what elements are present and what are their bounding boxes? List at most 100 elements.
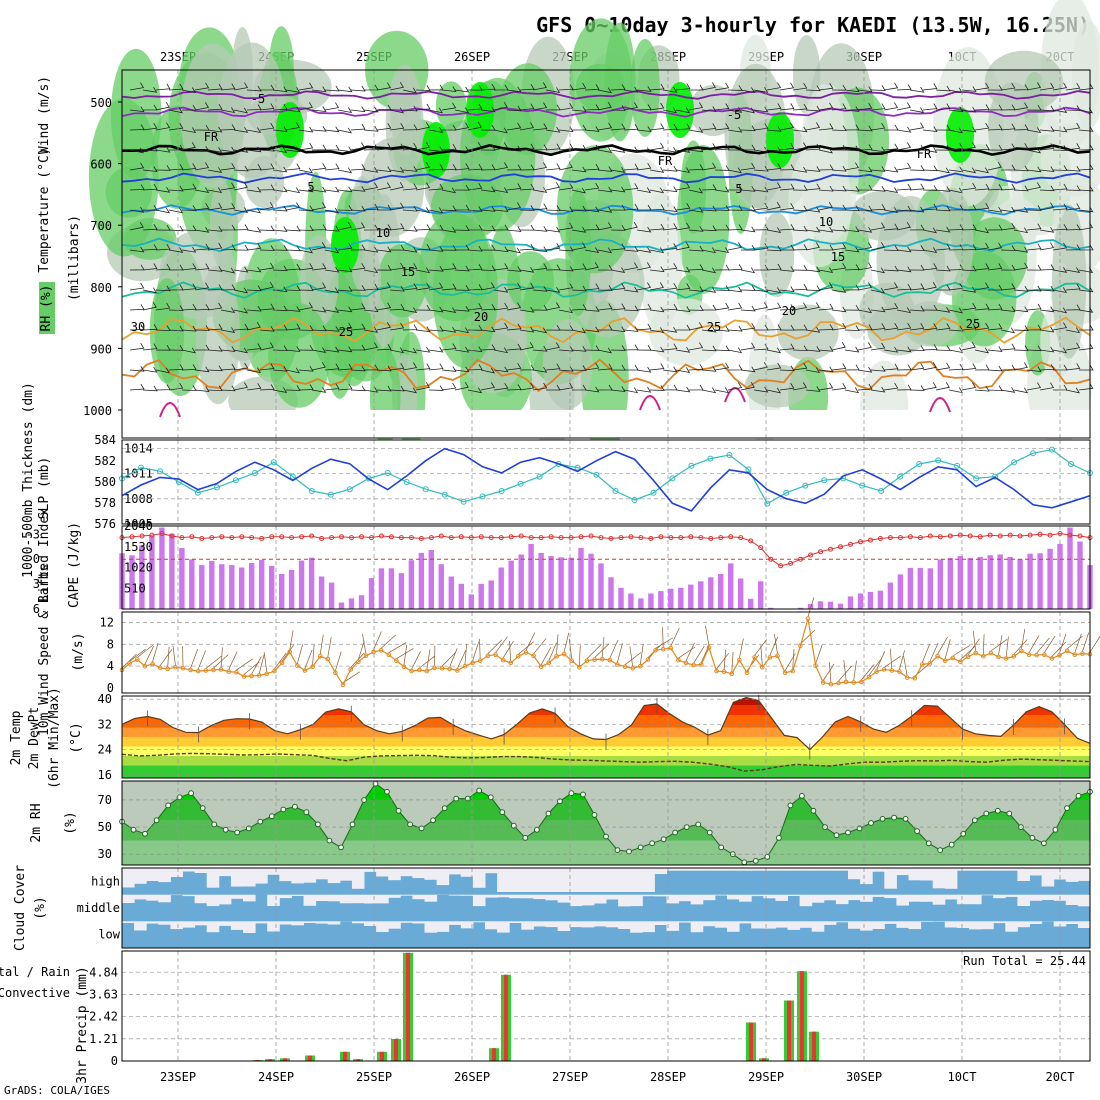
precip-conv-bar <box>343 1051 347 1061</box>
wind-barb <box>1026 205 1042 211</box>
wind-barb <box>506 363 522 371</box>
wind-barb <box>350 385 366 392</box>
wind-barb <box>376 82 392 91</box>
wind-barb <box>688 342 704 351</box>
wind10-barb <box>760 645 763 666</box>
wind-barb <box>259 184 275 191</box>
wind-barb <box>259 342 274 351</box>
rh-shade-blob <box>984 50 1064 113</box>
rh2m-point <box>994 807 1001 814</box>
wind-barb <box>142 183 158 191</box>
wind-barb <box>259 245 275 251</box>
wind10-barb <box>1074 633 1082 653</box>
li-point <box>678 535 684 541</box>
wind-barb <box>909 305 925 312</box>
cape-bar <box>947 558 953 609</box>
wind-barb <box>701 287 717 293</box>
cloud-clear-cell <box>690 894 704 905</box>
wind-speed-point <box>1003 656 1009 661</box>
wind10-barb <box>843 660 847 681</box>
wind-barb <box>519 282 535 291</box>
cloud-clear-cell <box>763 921 776 929</box>
wind-speed-point <box>691 662 697 668</box>
wind-barb <box>610 84 626 91</box>
wind-barb <box>584 362 600 371</box>
li-point <box>528 535 534 541</box>
wind-barb <box>324 346 340 353</box>
cloud-axis-label: Cloud Cover <box>13 865 28 951</box>
wind-barb <box>259 262 275 271</box>
cloud-clear-cell <box>1065 894 1079 905</box>
wind-barb <box>207 323 223 331</box>
cloud-clear-cell <box>1005 868 1018 871</box>
cloud-clear-cell <box>243 894 256 902</box>
wind-barb <box>415 382 430 391</box>
thickness-point <box>346 486 353 493</box>
wind-barb <box>636 303 652 311</box>
wind-barb <box>285 202 301 211</box>
wind-barb <box>285 87 301 93</box>
wind-barb <box>584 182 600 191</box>
wind-barb <box>948 363 964 371</box>
wind-barb <box>649 83 665 91</box>
li-point <box>868 537 873 543</box>
wind-barb <box>870 222 886 231</box>
rh2m-point <box>280 806 287 813</box>
wind-barb <box>818 164 834 171</box>
wind10-barb <box>952 645 970 657</box>
rh2m-point <box>672 829 678 836</box>
wind-barb <box>805 326 821 333</box>
wind-barb <box>220 267 236 274</box>
cloud-clear-cell <box>460 894 474 896</box>
upper-panel-below-surface <box>122 410 1090 438</box>
wind-barb <box>675 283 691 291</box>
wind-barb <box>506 343 522 351</box>
wind-barb <box>922 323 938 331</box>
wind-speed-point <box>660 646 666 652</box>
wind-barb <box>480 344 496 351</box>
wind-barb <box>727 264 743 271</box>
wind-barb <box>480 265 496 272</box>
thickness-point <box>935 457 942 464</box>
wind-barb <box>324 85 340 92</box>
cape-bar <box>578 548 584 609</box>
wind-barb <box>675 222 691 231</box>
wind-barb <box>961 126 977 133</box>
wind-barb <box>350 106 366 113</box>
wind10-barb <box>629 646 634 667</box>
li-point <box>269 534 275 540</box>
wind-speed-point <box>874 669 879 674</box>
wind-barb <box>792 382 807 391</box>
li-point <box>638 535 644 541</box>
wind-barb <box>506 282 522 291</box>
thickness-point <box>422 486 429 493</box>
cape-bar <box>259 559 265 609</box>
wind-barb <box>272 126 288 132</box>
li-axis-label: Lifted Index <box>37 508 52 602</box>
wind-barb <box>805 242 820 251</box>
wind-barb <box>337 286 353 292</box>
wind-barb <box>870 287 886 294</box>
wind-barb <box>142 122 158 131</box>
wind-barb <box>675 386 691 393</box>
rh2m-point <box>199 805 206 811</box>
rh2m-point <box>948 841 955 848</box>
pressure-tick: 700 <box>90 219 112 233</box>
wind-barb <box>454 107 470 114</box>
wind-barb <box>974 303 990 311</box>
wind-barb <box>428 127 444 133</box>
cloud-clear-cell <box>206 894 220 907</box>
cape-bar <box>718 574 724 609</box>
rh2m-point <box>810 807 817 814</box>
wind-barb <box>1052 287 1068 294</box>
wind10-barb <box>304 649 313 669</box>
thickness-point <box>1068 461 1074 467</box>
cloud-clear-cell <box>327 894 341 902</box>
wind-speed-point <box>409 668 414 674</box>
wind-barb <box>935 85 951 92</box>
wind-panel-bg <box>122 612 1090 693</box>
wind-barb <box>740 125 756 132</box>
wind-barb <box>870 323 886 331</box>
cloud-clear-cell <box>956 868 970 871</box>
rh2m-point <box>971 817 978 824</box>
